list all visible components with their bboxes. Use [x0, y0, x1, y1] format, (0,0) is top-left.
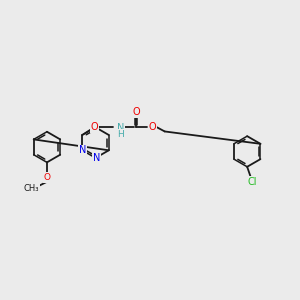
Text: O: O — [132, 107, 140, 117]
Text: N: N — [79, 145, 86, 155]
Text: Cl: Cl — [247, 177, 256, 187]
Text: O: O — [91, 122, 98, 132]
Text: O: O — [148, 122, 156, 132]
Text: H: H — [117, 130, 124, 139]
Text: CH₃: CH₃ — [24, 184, 39, 193]
Text: N: N — [93, 153, 100, 163]
Text: N: N — [117, 123, 124, 133]
Text: O: O — [44, 173, 50, 182]
